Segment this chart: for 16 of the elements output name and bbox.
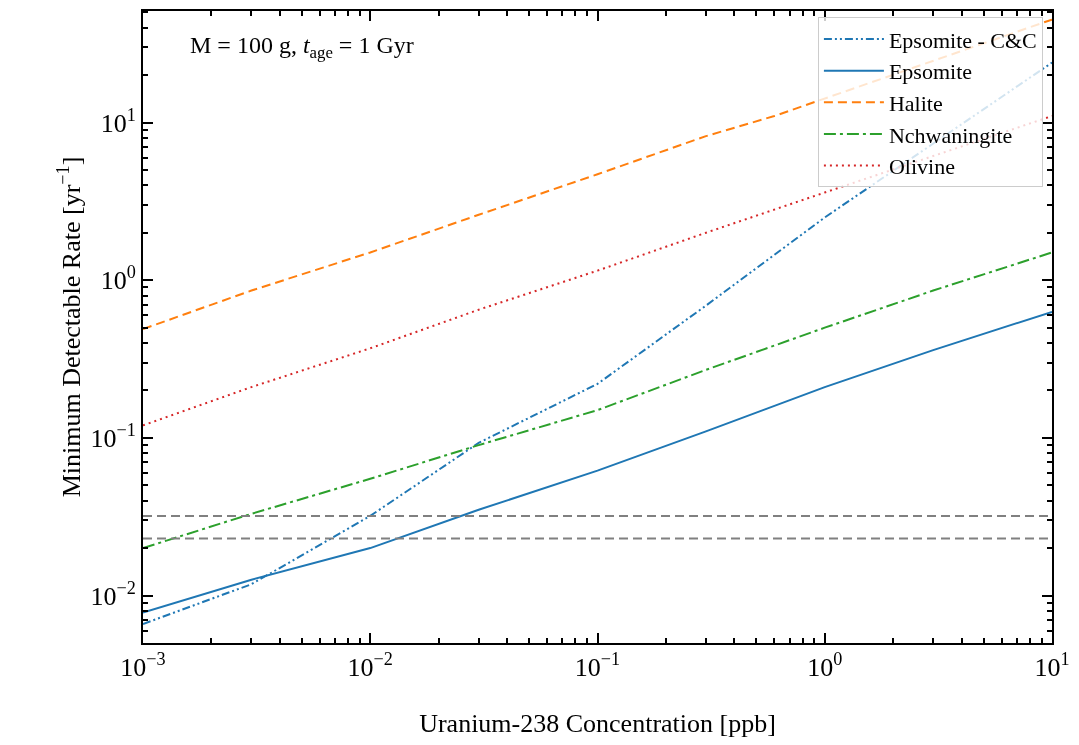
legend-label: Epsomite xyxy=(888,59,973,85)
y-tick-label: 10$^{−2}$ xyxy=(90,577,136,611)
annotation: M = 100 g, t$_{age}$ = 1 Gyr xyxy=(190,32,414,63)
y-tick-label: 10$^{−1}$ xyxy=(90,420,136,453)
x-axis-title: Uranium-238 Concentration [ppb] xyxy=(419,709,776,738)
y-tick-label: 10$^{0}$ xyxy=(100,262,136,296)
x-tick-label: 10$^{−1}$ xyxy=(574,649,621,683)
x-tick-label: 10$^{−2}$ xyxy=(347,649,393,683)
y-tick-label: 10$^{1}$ xyxy=(100,104,136,138)
legend-label: Epsomite - C&C xyxy=(888,27,1037,53)
legend-label: Halite xyxy=(888,90,943,116)
legend-label: Nchwaningite xyxy=(888,122,1013,148)
legend-label: Olivine xyxy=(888,154,955,180)
x-tick-label: 10$^{0}$ xyxy=(807,649,843,683)
x-tick-label: 10$^{−3}$ xyxy=(120,649,166,683)
x-tick-label: 10$^{1}$ xyxy=(1034,649,1070,683)
